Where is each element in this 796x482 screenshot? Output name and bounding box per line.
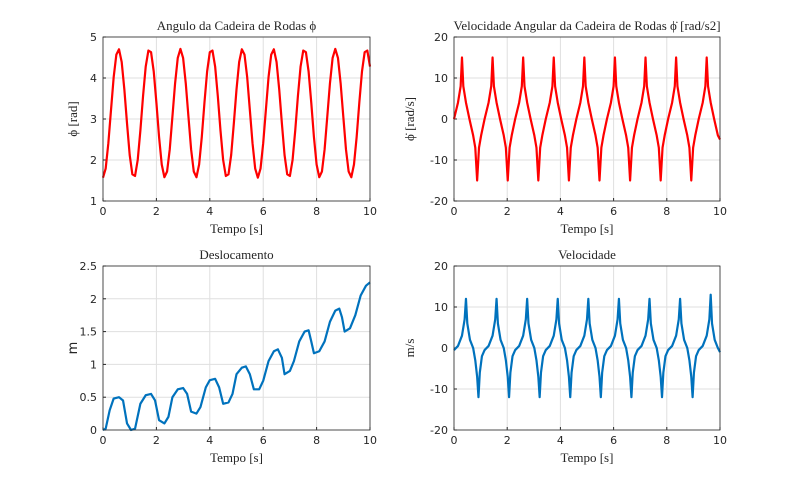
- x-tick-label: 10: [713, 205, 727, 218]
- y-tick-label: 5: [90, 31, 97, 44]
- y-tick-label: -20: [430, 424, 448, 437]
- y-tick-label: 1: [90, 358, 97, 371]
- x-tick-label: 0: [100, 205, 107, 218]
- x-tick-label: 8: [313, 205, 320, 218]
- y-tick-label: 0: [441, 342, 448, 355]
- x-tick-label: 2: [504, 434, 511, 447]
- y-axis-label: ϕ [rad]: [65, 101, 80, 136]
- x-tick-label: 6: [260, 205, 267, 218]
- x-tick-label: 0: [100, 434, 107, 447]
- x-tick-label: 10: [363, 434, 377, 447]
- chart-title: Deslocamento: [199, 247, 273, 262]
- y-tick-label: -10: [430, 154, 448, 167]
- x-axis-label: Tempo [s]: [210, 450, 263, 465]
- x-axis-label: Tempo [s]: [210, 221, 263, 236]
- x-tick-label: 8: [313, 434, 320, 447]
- y-tick-label: -20: [430, 195, 448, 208]
- y-tick-label: 0.5: [80, 391, 98, 404]
- x-tick-label: 6: [260, 434, 267, 447]
- chart-title: Velocidade Angular da Cadeira de Rodas ϕ…: [453, 18, 720, 33]
- x-tick-label: 10: [363, 205, 377, 218]
- x-tick-label: 2: [153, 205, 160, 218]
- axes-box: [453, 265, 721, 431]
- y-axis-label: m/s: [402, 339, 417, 358]
- y-tick-label: 2: [90, 293, 97, 306]
- y-axis-label: m: [66, 342, 81, 355]
- y-tick-label: 3: [90, 113, 97, 126]
- x-tick-label: 2: [504, 205, 511, 218]
- y-axis-label: ϕ̇ [rad/s]: [402, 97, 417, 141]
- x-tick-label: 0: [451, 434, 458, 447]
- x-tick-label: 4: [557, 205, 564, 218]
- data-line: [102, 281, 371, 432]
- data-line: [453, 293, 721, 399]
- y-tick-label: 0: [90, 424, 97, 437]
- chart-title: Angulo da Cadeira de Rodas ϕ: [157, 18, 317, 33]
- data-line: [452, 56, 721, 182]
- x-axis-label: Tempo [s]: [561, 450, 614, 465]
- y-tick-label: 20: [434, 260, 448, 273]
- plot-area: [103, 266, 370, 430]
- chart-title: Velocidade: [558, 247, 616, 262]
- x-tick-label: 0: [451, 205, 458, 218]
- y-tick-label: 20: [434, 31, 448, 44]
- y-tick-label: 10: [434, 72, 448, 85]
- data-line: [101, 47, 372, 179]
- x-tick-label: 6: [610, 434, 617, 447]
- axes-box: [453, 36, 721, 202]
- axes-box: [102, 36, 371, 202]
- x-tick-label: 4: [206, 205, 213, 218]
- x-tick-label: 4: [206, 434, 213, 447]
- x-tick-label: 6: [610, 205, 617, 218]
- x-tick-label: 4: [557, 434, 564, 447]
- y-tick-label: 2.5: [80, 260, 98, 273]
- y-tick-label: 1: [90, 195, 97, 208]
- x-axis-label: Tempo [s]: [561, 221, 614, 236]
- x-tick-label: 10: [713, 434, 727, 447]
- y-tick-label: 10: [434, 301, 448, 314]
- x-tick-label: 2: [153, 434, 160, 447]
- y-tick-label: -10: [430, 383, 448, 396]
- y-tick-label: 0: [441, 113, 448, 126]
- y-tick-label: 4: [90, 72, 97, 85]
- x-tick-label: 8: [663, 434, 670, 447]
- axes-box: [102, 265, 371, 431]
- y-tick-label: 2: [90, 154, 97, 167]
- x-tick-label: 8: [663, 205, 670, 218]
- y-tick-label: 1.5: [80, 326, 98, 339]
